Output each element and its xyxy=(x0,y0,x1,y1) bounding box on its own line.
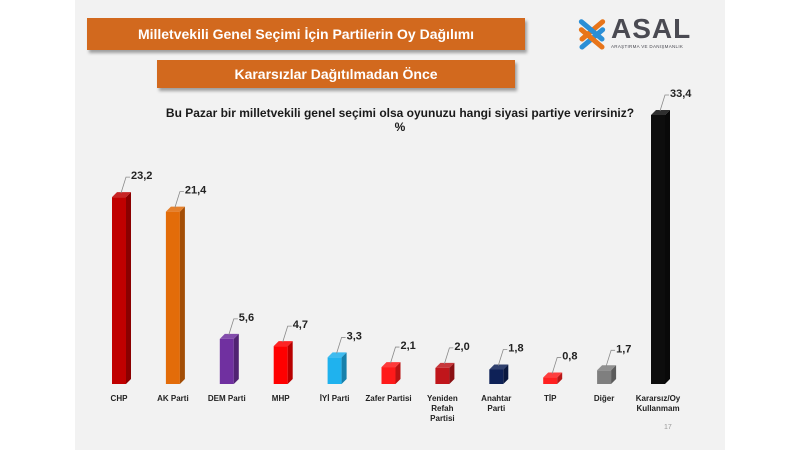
bar-0 xyxy=(112,192,131,384)
bar-side xyxy=(341,352,347,384)
bar-front xyxy=(597,370,612,384)
value-label-10: 33,4 xyxy=(670,88,692,100)
banner-title: Milletvekili Genel Seçimi İçin Partileri… xyxy=(87,18,525,50)
bar-top xyxy=(543,372,563,378)
leader-line-2 xyxy=(228,318,238,336)
unit-label: % xyxy=(394,120,406,134)
bar-9 xyxy=(597,365,617,384)
value-label-1: 21,4 xyxy=(185,185,207,197)
leader-line-5 xyxy=(390,346,400,364)
bar-side xyxy=(126,192,131,384)
bar-side xyxy=(395,362,401,384)
asal-logo-icon xyxy=(578,19,606,50)
category-label-6: Yeniden Refah Partisi xyxy=(427,394,458,423)
bar-side xyxy=(449,362,455,384)
value-label-8: 0,8 xyxy=(562,351,577,363)
category-label-5: Zafer Partisi xyxy=(365,394,411,403)
bar-6 xyxy=(435,362,455,384)
logo-name: ASAL xyxy=(611,13,692,44)
bar-side xyxy=(665,110,670,384)
leader-line-6 xyxy=(444,347,454,365)
bar-top xyxy=(112,192,131,198)
bar-top xyxy=(327,352,347,358)
value-label-7: 1,8 xyxy=(508,343,523,355)
bar-7 xyxy=(489,364,509,384)
page-number: 17 xyxy=(664,424,672,431)
bar-top xyxy=(597,365,617,371)
value-label-2: 5,6 xyxy=(239,312,254,324)
category-label-10: Kararsız/Oy Kullanmam xyxy=(636,394,681,413)
logo-tagline: ARAŞTIRMA VE DANIŞMANLIK xyxy=(611,44,684,49)
value-label-9: 1,7 xyxy=(616,343,631,355)
leader-line-7 xyxy=(497,349,508,366)
bar-front xyxy=(219,338,234,384)
bar-front xyxy=(543,377,558,384)
bar-top xyxy=(489,364,509,370)
bar-top xyxy=(165,206,185,212)
bar-side xyxy=(233,333,239,384)
leader-line-3 xyxy=(282,325,292,343)
value-label-0: 23,2 xyxy=(131,170,152,182)
category-label-7: Anahtar Parti xyxy=(481,394,511,413)
bar-side xyxy=(287,341,293,384)
value-label-3: 4,7 xyxy=(293,319,308,331)
value-label-5: 2,1 xyxy=(401,340,416,352)
bar-front xyxy=(273,346,288,384)
bar-top xyxy=(435,362,455,368)
bar-2 xyxy=(219,333,239,384)
category-label-1: AK Parti xyxy=(157,394,189,403)
bar-front xyxy=(165,211,180,384)
bar-side xyxy=(179,206,185,384)
bar-side xyxy=(557,372,563,384)
category-label-2: DEM Parti xyxy=(208,394,246,403)
bar-top xyxy=(273,341,293,347)
bar-4 xyxy=(327,352,347,384)
leader-line-4 xyxy=(336,337,346,354)
bar-side xyxy=(503,364,509,384)
category-label-3: MHP xyxy=(272,394,290,403)
bar-front xyxy=(327,357,342,384)
bar-10 xyxy=(651,110,670,384)
bar-front xyxy=(381,367,396,384)
bar-front xyxy=(489,369,504,384)
category-label-9: Diğer xyxy=(594,394,614,403)
survey-question: Bu Pazar bir milletvekili genel seçimi o… xyxy=(165,106,635,120)
leader-line-9 xyxy=(605,349,616,367)
bar-front xyxy=(651,115,665,384)
bar-8 xyxy=(543,372,563,384)
bar-top xyxy=(651,110,670,115)
bar-3 xyxy=(273,341,293,384)
bar-front xyxy=(112,197,126,384)
leader-line-8 xyxy=(551,357,562,374)
leader-line-0 xyxy=(120,176,130,194)
bar-top xyxy=(219,333,239,339)
value-label-4: 3,3 xyxy=(347,330,362,342)
leader-line-10 xyxy=(659,94,669,112)
bar-1 xyxy=(165,206,185,384)
bar-top xyxy=(381,362,401,368)
bar-5 xyxy=(381,362,401,384)
banner-subtitle: Kararsızlar Dağıtılmadan Önce xyxy=(157,60,515,88)
category-label-4: İYİ Parti xyxy=(320,394,350,403)
bar-front xyxy=(435,367,450,384)
leader-line-1 xyxy=(174,191,184,208)
bar-side xyxy=(611,365,617,384)
value-label-6: 2,0 xyxy=(454,341,469,353)
category-label-0: CHP xyxy=(111,394,129,403)
category-label-8: TİP xyxy=(544,394,557,403)
